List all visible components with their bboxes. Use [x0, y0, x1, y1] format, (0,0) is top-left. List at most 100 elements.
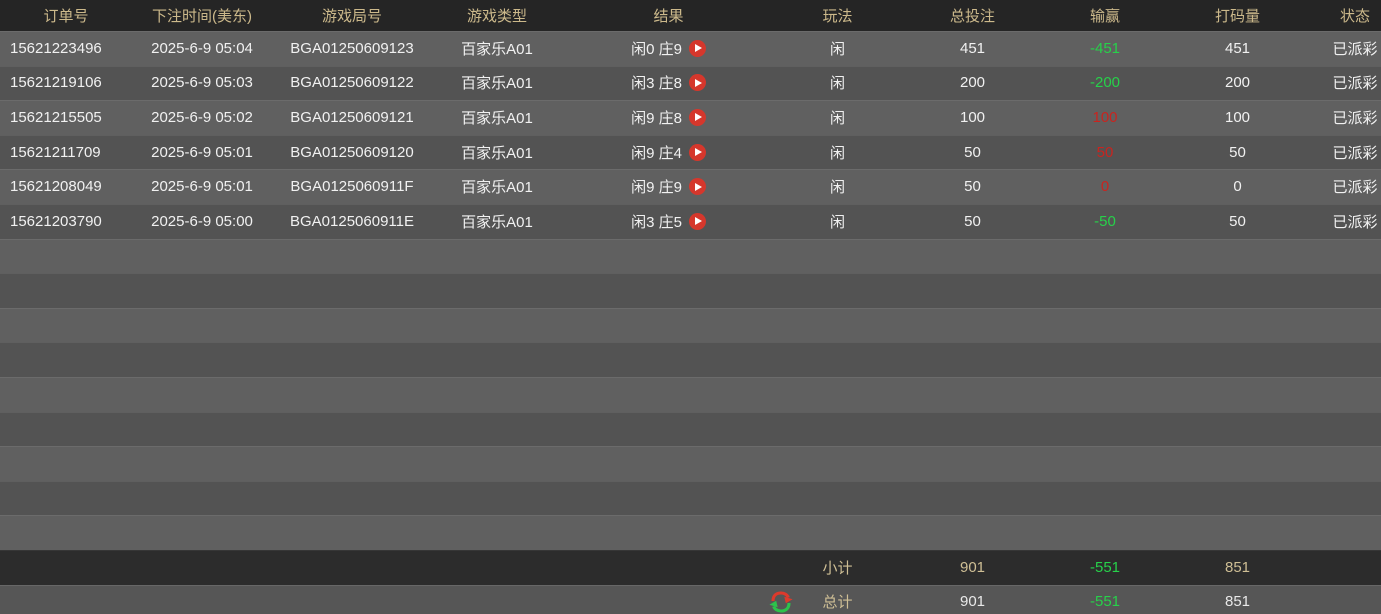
table-header-row: 订单号 下注时间(美东) 游戏局号 游戏类型 结果 玩法 总投注 输赢 打码量 状态: [0, 0, 1381, 31]
cell-bet_time: 2025-6-9 05:00: [151, 212, 253, 230]
result-value: 闲9 庄8: [631, 107, 706, 128]
subtotal-row: 小计 901 -551 851: [0, 549, 1381, 585]
cell-game_type: 百家乐A01: [461, 40, 533, 58]
cell-order_id: 15621203790: [10, 212, 102, 230]
replay-play-icon[interactable]: [688, 108, 706, 126]
table-row: 15621223496 2025-6-9 05:04 BGA01250609123 百…: [0, 31, 1381, 66]
cell-round_id: BGA0125060911E: [290, 212, 414, 230]
cell-win_loss: 100: [1092, 108, 1118, 126]
cell-game_type: 百家乐A01: [461, 109, 533, 127]
footer-cell-wager: 851: [1224, 593, 1251, 611]
footer-cell-win_loss: -551: [1089, 593, 1121, 611]
empty-table-row: [0, 238, 1381, 274]
header-cell-win_loss: 输赢: [1089, 8, 1120, 25]
result-value: 闲9 庄9: [631, 176, 706, 197]
cell-wager: 50: [1229, 143, 1246, 161]
refresh-icon[interactable]: [769, 590, 793, 614]
cell-wager: 0: [1233, 178, 1242, 196]
header-cell-wager: 打码量: [1214, 8, 1260, 25]
replay-play-icon[interactable]: [688, 212, 706, 230]
replay-play-icon[interactable]: [688, 178, 706, 196]
cell-total_bet: 200: [959, 74, 986, 92]
header-cell-game_type: 游戏类型: [466, 8, 527, 25]
cell-play: 闲: [829, 179, 845, 197]
cell-total_bet: 451: [959, 39, 986, 57]
cell-total_bet: 100: [959, 108, 986, 126]
result-text: 闲9 庄9: [631, 179, 682, 197]
play-triangle: [694, 182, 702, 191]
cell-win_loss: -200: [1089, 74, 1121, 92]
header-cell-order_id: 订单号: [43, 8, 89, 25]
footer-cell-play: 小计: [775, 557, 900, 578]
result-value: 闲3 庄5: [631, 211, 706, 232]
cell-order_id: 15621215505: [10, 108, 102, 126]
replay-play-icon[interactable]: [688, 143, 706, 161]
footer-cell-wager: 851: [1224, 558, 1251, 576]
result-text: 闲9 庄4: [631, 144, 682, 162]
empty-table-row: [0, 411, 1381, 447]
footer-label: 小计: [822, 559, 853, 577]
cell-result: 闲3 庄8: [562, 72, 775, 93]
cell-order_id: 15621211709: [10, 143, 101, 161]
replay-play-icon[interactable]: [688, 39, 706, 57]
cell-order_id: 15621223496: [10, 39, 102, 57]
cell-status: 已派彩: [1332, 109, 1378, 127]
cell-order_id: 15621208049: [10, 178, 102, 196]
cell-win_loss: 50: [1096, 143, 1114, 161]
cell-round_id: BGA01250609122: [290, 74, 414, 92]
play-triangle: [694, 78, 702, 87]
play-triangle: [694, 44, 702, 53]
replay-play-icon[interactable]: [688, 74, 706, 92]
header-cell-result: 结果: [653, 8, 684, 25]
cell-status: 已派彩: [1332, 179, 1378, 197]
play-triangle: [694, 148, 702, 157]
result-text: 闲3 庄8: [631, 75, 682, 93]
play-triangle: [694, 217, 702, 226]
cell-round_id: BGA0125060911F: [290, 178, 414, 196]
cell-result: 闲0 庄9: [562, 38, 775, 59]
cell-bet_time: 2025-6-9 05:02: [151, 108, 253, 126]
cell-play: 闲: [829, 213, 845, 231]
cell-game_type: 百家乐A01: [461, 75, 533, 93]
cell-order_id: 15621219106: [10, 74, 102, 92]
header-cell-play: 玩法: [822, 8, 853, 25]
empty-table-row: [0, 446, 1381, 481]
cell-round_id: BGA01250609121: [290, 108, 414, 126]
footer-label: 总计: [822, 594, 853, 612]
table-row: 15621208049 2025-6-9 05:01 BGA0125060911F 百…: [0, 169, 1381, 204]
cell-total_bet: 50: [964, 212, 981, 230]
empty-table-row: [0, 307, 1381, 343]
header-cell-round_id: 游戏局号: [321, 8, 382, 25]
cell-game_type: 百家乐A01: [461, 179, 533, 197]
table-row: 15621211709 2025-6-9 05:01 BGA01250609120 百…: [0, 134, 1381, 170]
cell-status: 已派彩: [1332, 75, 1378, 93]
cell-play: 闲: [829, 40, 845, 58]
cell-result: 闲9 庄4: [562, 142, 775, 163]
header-cell-bet_time: 下注时间(美东): [152, 8, 252, 25]
cell-bet_time: 2025-6-9 05:01: [151, 178, 253, 196]
cell-game_type: 百家乐A01: [461, 144, 533, 162]
result-value: 闲9 庄4: [631, 142, 706, 163]
empty-table-row: [0, 480, 1381, 516]
table-row: 15621215505 2025-6-9 05:02 BGA01250609121 百…: [0, 100, 1381, 135]
footer-cell-win_loss: -551: [1089, 558, 1121, 576]
empty-table-row: [0, 515, 1381, 550]
result-value: 闲3 庄8: [631, 72, 706, 93]
empty-table-row: [0, 342, 1381, 377]
cell-play: 闲: [829, 144, 845, 162]
footer-cell-play: 总计: [769, 591, 900, 613]
play-triangle: [694, 113, 702, 122]
cell-round_id: BGA01250609123: [290, 39, 414, 57]
cell-status: 已派彩: [1332, 213, 1378, 231]
total-row: 总计 901 -551 851: [0, 584, 1381, 614]
cell-win_loss: -50: [1094, 212, 1116, 230]
cell-total_bet: 50: [964, 178, 981, 196]
footer-cell-total_bet: 901: [959, 558, 986, 576]
cell-play: 闲: [829, 109, 845, 127]
cell-result: 闲3 庄5: [562, 211, 775, 232]
cell-bet_time: 2025-6-9 05:01: [151, 143, 253, 161]
cell-result: 闲9 庄9: [562, 176, 775, 197]
cell-game_type: 百家乐A01: [461, 213, 533, 231]
cell-play: 闲: [829, 75, 845, 93]
table-row: 15621203790 2025-6-9 05:00 BGA0125060911E 百…: [0, 203, 1381, 239]
